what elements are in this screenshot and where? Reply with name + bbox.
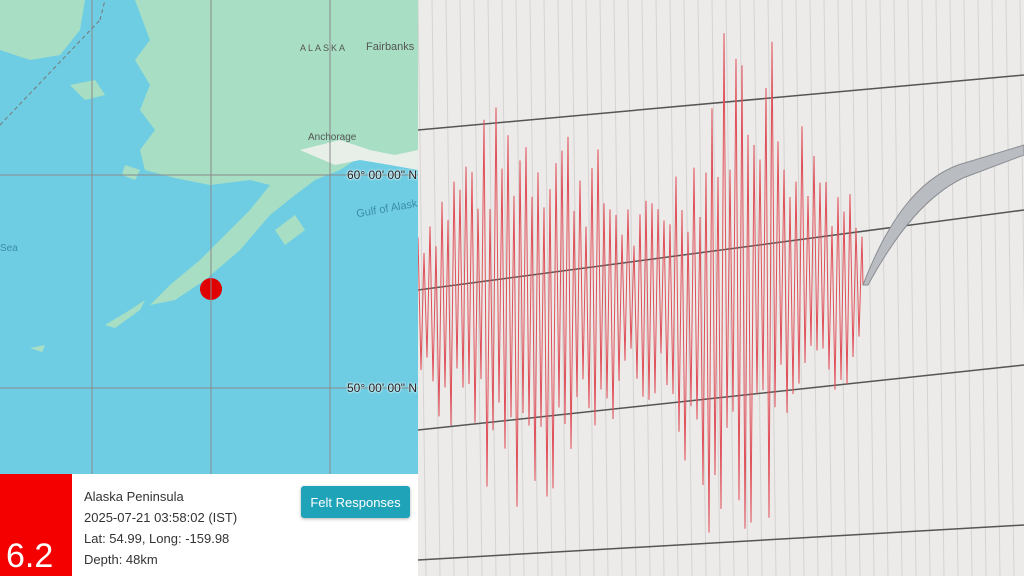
grid-line xyxy=(1005,0,1015,576)
city-label-fairbanks: Fairbanks xyxy=(366,41,415,53)
boundary-line xyxy=(0,19,101,126)
grid-line xyxy=(711,0,721,576)
graticule xyxy=(0,0,418,474)
grid-line xyxy=(879,0,889,576)
land xyxy=(0,0,85,60)
grid-line xyxy=(683,0,693,576)
grid-line xyxy=(935,0,945,576)
city-label-anchorage: Anchorage xyxy=(308,132,357,143)
latitude-label: 50° 00' 00" N xyxy=(347,381,418,395)
grid-line xyxy=(991,0,1001,576)
grid-line xyxy=(557,0,567,576)
island xyxy=(275,215,305,245)
grid-line-major xyxy=(417,364,1024,431)
grid-line xyxy=(585,0,595,576)
grid-line xyxy=(543,0,553,576)
grid-line-major xyxy=(417,74,1024,131)
grid-line xyxy=(627,0,637,576)
grid-line xyxy=(641,0,651,576)
grid-line xyxy=(1019,0,1024,325)
felt-responses-button[interactable]: Felt Responses xyxy=(301,486,410,518)
magnitude-value: 6.2 xyxy=(6,537,54,575)
event-info-panel: 6.2 Alaska Peninsula 2025-07-21 03:58:02… xyxy=(0,474,418,576)
seismograph-image xyxy=(417,0,1024,576)
grid-line xyxy=(445,0,455,576)
latitude-label: 60° 00' 00" N xyxy=(347,168,418,182)
grid-line xyxy=(613,0,623,576)
grid-line xyxy=(515,0,525,576)
grid-line xyxy=(571,0,581,576)
grid-line xyxy=(599,0,609,576)
grid-line xyxy=(501,0,511,576)
grid-line xyxy=(487,0,497,576)
island xyxy=(70,80,105,100)
alaska-land xyxy=(135,0,418,305)
seismograph-graphics xyxy=(417,0,1024,576)
event-time: 2025-07-21 03:58:02 (IST) xyxy=(84,510,238,525)
grid-line xyxy=(781,0,791,576)
event-depth: Depth: 48km xyxy=(84,552,158,567)
grid-line xyxy=(921,0,931,576)
grid-line xyxy=(767,0,777,576)
grid-line xyxy=(963,0,973,576)
grid-line xyxy=(907,0,917,576)
grid-line xyxy=(851,0,861,576)
island xyxy=(105,300,145,328)
grid-line xyxy=(725,0,735,576)
grid-line xyxy=(949,0,959,576)
grid-line xyxy=(417,0,427,576)
boundary-line xyxy=(99,0,106,21)
event-place: Alaska Peninsula xyxy=(84,489,184,504)
map-graphics xyxy=(0,0,418,474)
island xyxy=(30,345,45,352)
grid-line xyxy=(697,0,707,576)
region-label: ALASKA xyxy=(300,43,348,53)
grid-line xyxy=(865,0,875,576)
grid-line xyxy=(893,0,903,576)
grid-line xyxy=(837,0,847,576)
grid-line xyxy=(529,0,539,576)
stylus-arm xyxy=(862,144,1024,286)
island xyxy=(122,165,140,180)
event-coords: Lat: 54.99, Long: -159.98 xyxy=(84,531,230,546)
event-details: Alaska Peninsula 2025-07-21 03:58:02 (IS… xyxy=(84,486,237,570)
sea-label: Sea xyxy=(0,243,18,254)
grid-line-major xyxy=(417,524,1024,561)
grid-line xyxy=(809,0,819,576)
magnitude-badge: 6.2 xyxy=(0,474,72,576)
seismic-trace xyxy=(417,33,864,533)
grid-line xyxy=(473,0,483,576)
grid-line xyxy=(977,0,987,576)
